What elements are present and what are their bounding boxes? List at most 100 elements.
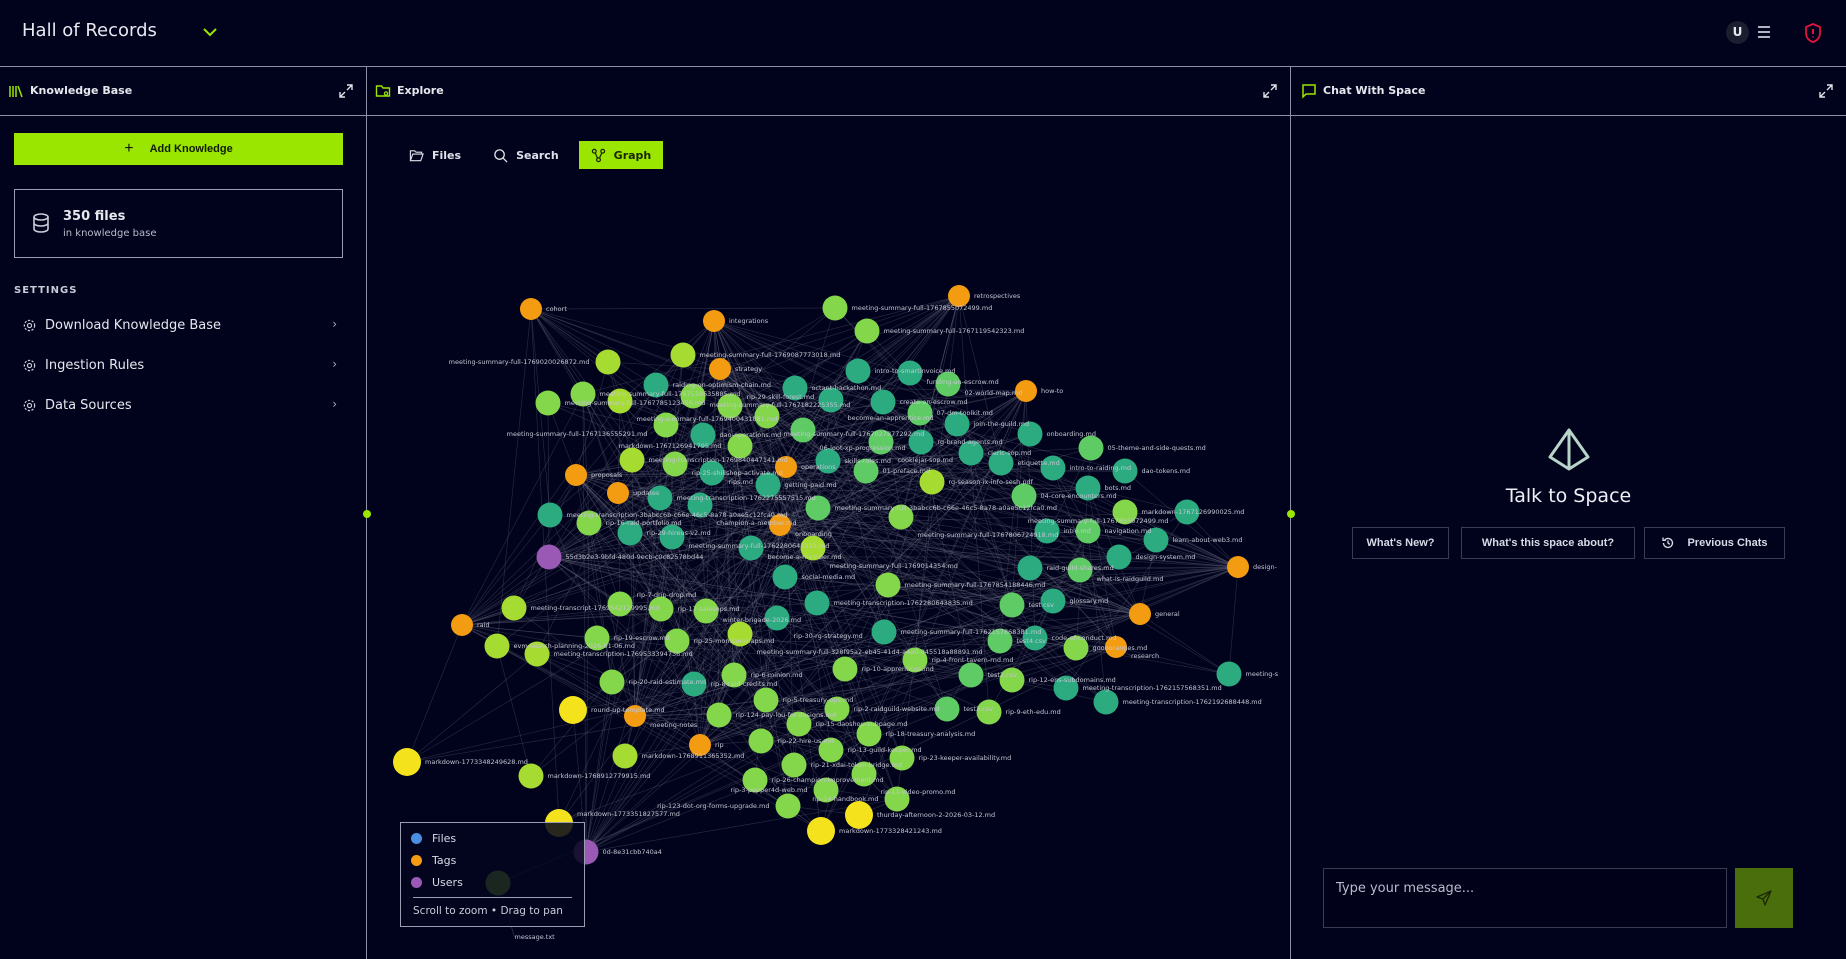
node-circle[interactable]: [584, 625, 610, 651]
graph-node-file[interactable]: [664, 628, 690, 654]
node-circle[interactable]: [1112, 499, 1138, 525]
node-circle[interactable]: [742, 767, 768, 793]
graph-node-file[interactable]: [1011, 483, 1037, 509]
graph-node-file[interactable]: [1040, 588, 1066, 614]
node-circle[interactable]: [1075, 518, 1101, 544]
graph-node-file[interactable]: [570, 381, 596, 407]
graph-node-file[interactable]: [786, 711, 812, 737]
graph-node-file[interactable]: [824, 696, 850, 722]
graph-node-file[interactable]: [648, 596, 674, 622]
node-circle[interactable]: [1063, 635, 1089, 661]
graph-node-file[interactable]: [1053, 675, 1079, 701]
graph-node-tag[interactable]: [451, 614, 473, 636]
settings-item-ingestion-rules[interactable]: Ingestion Rules ›: [22, 352, 337, 378]
graph-node-file[interactable]: [595, 349, 621, 375]
node-circle[interactable]: [1106, 544, 1132, 570]
node-circle[interactable]: [1174, 499, 1200, 525]
add-knowledge-button[interactable]: + Add Knowledge: [14, 133, 343, 165]
graph-node-file[interactable]: [1063, 635, 1089, 661]
graph-node-file[interactable]: [781, 752, 807, 778]
graph-node-file[interactable]: [717, 393, 743, 419]
node-circle[interactable]: [484, 633, 510, 659]
node-circle[interactable]: [680, 383, 706, 409]
node-circle[interactable]: [888, 504, 914, 530]
node-circle[interactable]: [1105, 636, 1127, 658]
node-circle[interactable]: [1078, 435, 1104, 461]
knowledge-graph[interactable]: cohort integrations meeting-summary-full-1…: [367, 116, 1291, 959]
node-circle[interactable]: [769, 514, 791, 536]
node-circle[interactable]: [1040, 455, 1066, 481]
node-circle[interactable]: [670, 342, 696, 368]
node-circle[interactable]: [832, 656, 858, 682]
graph-node-file[interactable]: [680, 383, 706, 409]
graph-node-file[interactable]: [805, 495, 831, 521]
space-title[interactable]: Hall of Records: [22, 20, 157, 41]
graph-node-file[interactable]: [1078, 435, 1104, 461]
node-circle[interactable]: [1093, 689, 1119, 715]
graph-node-tag[interactable]: [607, 482, 629, 504]
graph-node-file[interactable]: [742, 767, 768, 793]
node-circle[interactable]: [818, 387, 844, 413]
node-circle[interactable]: [687, 492, 713, 518]
node-circle[interactable]: [1067, 557, 1093, 583]
resize-handle-left[interactable]: [363, 510, 371, 518]
graph-node-tag[interactable]: [565, 464, 587, 486]
node-circle[interactable]: [919, 469, 945, 495]
graph-node-file[interactable]: [987, 628, 1013, 654]
graph-node-file[interactable]: [944, 411, 970, 437]
graph-node-file[interactable]: [643, 372, 669, 398]
node-circle[interactable]: [595, 349, 621, 375]
node-circle[interactable]: [619, 447, 645, 473]
graph-node-file[interactable]: [870, 389, 896, 415]
graph-node-file[interactable]: [699, 460, 725, 486]
graph-node-file[interactable]: [535, 390, 561, 416]
graph-node-file[interactable]: [1143, 527, 1169, 553]
graph-node-file[interactable]: [1093, 689, 1119, 715]
graph-node-file[interactable]: [976, 699, 1002, 725]
graph-node-file[interactable]: [1017, 421, 1043, 447]
graph-node-file[interactable]: [800, 535, 826, 561]
node-circle[interactable]: [689, 734, 711, 756]
node-circle[interactable]: [870, 389, 896, 415]
node-circle[interactable]: [535, 390, 561, 416]
node-circle[interactable]: [754, 403, 780, 429]
node-circle[interactable]: [807, 817, 835, 845]
graph-node-file[interactable]: [845, 358, 871, 384]
graph-node-file[interactable]: [607, 591, 633, 617]
node-circle[interactable]: [607, 388, 633, 414]
resize-handle-right[interactable]: [1287, 510, 1295, 518]
graph-node-file[interactable]: [681, 671, 707, 697]
graph-node-file[interactable]: [501, 595, 527, 621]
node-circle[interactable]: [854, 318, 880, 344]
graph-node-file[interactable]: [754, 403, 780, 429]
graph-node-file[interactable]: [815, 448, 841, 474]
graph-node-file[interactable]: [706, 702, 732, 728]
graph-node-file[interactable]: [1022, 625, 1048, 651]
node-circle[interactable]: [681, 671, 707, 697]
graph-node-file[interactable]: [853, 458, 879, 484]
node-circle[interactable]: [781, 752, 807, 778]
node-circle[interactable]: [786, 711, 812, 737]
expand-icon[interactable]: [1262, 83, 1278, 99]
node-circle[interactable]: [948, 285, 970, 307]
node-circle[interactable]: [748, 728, 774, 754]
expand-icon[interactable]: [338, 83, 354, 99]
graph-node-file[interactable]: [647, 485, 673, 511]
node-circle[interactable]: [999, 592, 1025, 618]
graph-node-file[interactable]: [790, 417, 816, 443]
graph-node-tag[interactable]: [775, 456, 797, 478]
graph-node-file[interactable]: [1067, 557, 1093, 583]
graph-node-file[interactable]: [1112, 499, 1138, 525]
node-circle[interactable]: [721, 662, 747, 688]
node-circle[interactable]: [999, 667, 1025, 693]
graph-node-file[interactable]: [772, 564, 798, 590]
node-circle[interactable]: [804, 590, 830, 616]
graph-node-file[interactable]: [690, 422, 716, 448]
node-circle[interactable]: [987, 628, 1013, 654]
graph-node-file[interactable]: [999, 592, 1025, 618]
settings-item-data-sources[interactable]: Data Sources ›: [22, 392, 337, 418]
graph-node-file[interactable]: [888, 504, 914, 530]
node-circle[interactable]: [1227, 556, 1249, 578]
graph-node-file[interactable]: [958, 440, 984, 466]
node-circle[interactable]: [775, 456, 797, 478]
